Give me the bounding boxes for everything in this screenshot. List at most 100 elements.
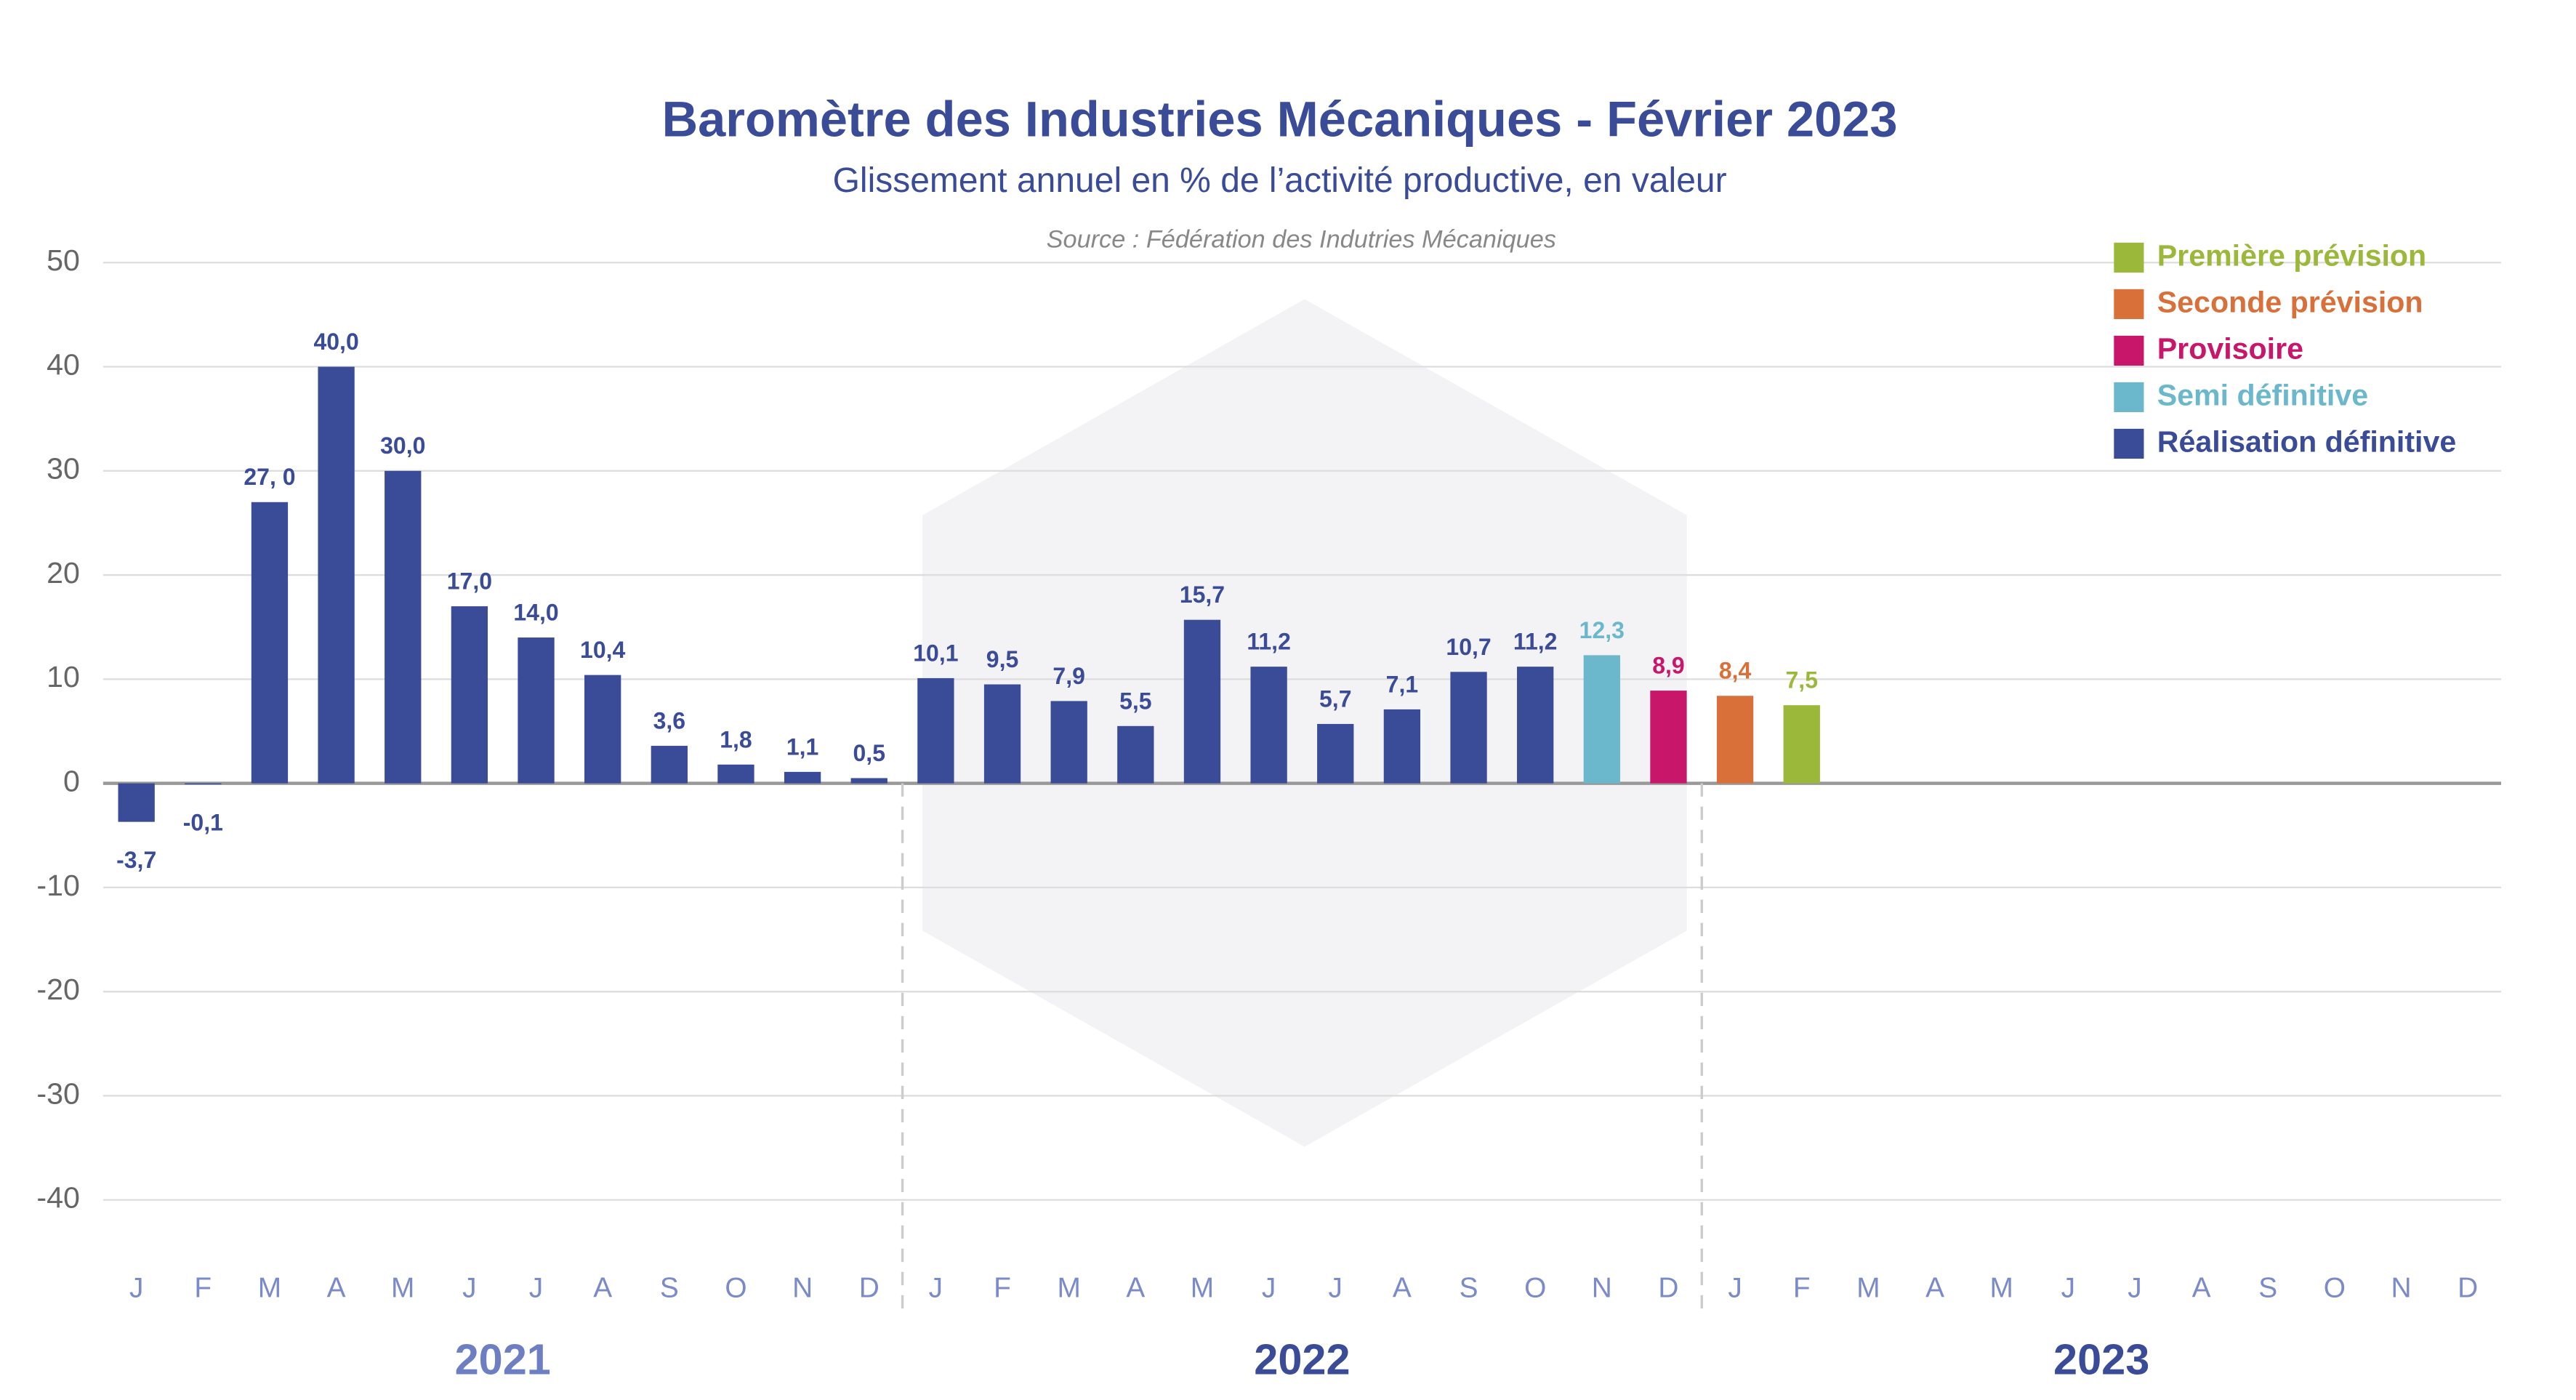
x-tick-label: J: [1262, 1272, 1276, 1303]
y-tick-label: 20: [47, 556, 80, 590]
x-tick-label: F: [994, 1272, 1011, 1303]
data-label: 1,8: [720, 726, 752, 752]
x-tick-label: S: [2258, 1272, 2277, 1303]
x-tick-label: N: [792, 1272, 813, 1303]
bar: [850, 778, 887, 784]
bar: [1716, 696, 1754, 784]
bar: [451, 606, 488, 784]
y-tick-label: -20: [36, 973, 79, 1006]
x-tick-label: M: [1057, 1272, 1080, 1303]
data-label: 11,2: [1513, 629, 1558, 655]
y-tick-label: -30: [36, 1077, 79, 1110]
bar: [717, 764, 754, 784]
x-tick-label: S: [1460, 1272, 1478, 1303]
x-tick-label: J: [529, 1272, 543, 1303]
x-tick-label: N: [1592, 1272, 1612, 1303]
x-tick-label: D: [1658, 1272, 1678, 1303]
x-tick-label: A: [1126, 1272, 1145, 1303]
y-tick-label: 0: [63, 764, 80, 797]
bar: [584, 675, 621, 784]
x-tick-label: O: [2324, 1272, 2346, 1303]
year-label: 2021: [455, 1335, 551, 1383]
data-label: 5,5: [1119, 688, 1151, 714]
legend-swatch: [2114, 289, 2144, 319]
x-tick-label: J: [929, 1272, 943, 1303]
x-tick-label: J: [1329, 1272, 1343, 1303]
data-label: 7,1: [1386, 671, 1418, 697]
bar: [385, 470, 422, 784]
bar: [1183, 619, 1221, 784]
legend-swatch: [2114, 382, 2144, 413]
x-tick-label: M: [1990, 1272, 2013, 1303]
legend-swatch: [2114, 242, 2144, 273]
bar: [784, 771, 821, 784]
bar: [1583, 655, 1620, 784]
data-label: 0,5: [853, 740, 885, 766]
year-label: 2023: [2053, 1335, 2149, 1383]
data-label: 11,2: [1247, 629, 1291, 655]
x-tick-label: M: [391, 1272, 414, 1303]
bar: [651, 746, 688, 784]
data-label: 14,0: [513, 599, 558, 625]
bar: [917, 677, 954, 784]
bar: [518, 637, 555, 784]
legend-label: Première prévision: [2157, 238, 2426, 272]
data-label: 1,1: [786, 733, 818, 760]
legend-label: Provisoire: [2157, 331, 2303, 365]
x-tick-label: A: [1925, 1272, 1944, 1303]
data-label: 30,0: [380, 433, 425, 459]
year-label: 2022: [1254, 1335, 1350, 1383]
chart-title: Baromètre des Industries Mécaniques - Fé…: [662, 91, 1898, 147]
data-label: 8,9: [1652, 653, 1684, 679]
x-tick-label: F: [1793, 1272, 1811, 1303]
source: Source : Fédération des Indutries Mécani…: [1047, 226, 1556, 254]
legend-label: Seconde prévision: [2157, 285, 2423, 318]
legend-swatch: [2114, 335, 2144, 366]
data-label: 15,7: [1180, 582, 1225, 608]
x-tick-label: A: [593, 1272, 612, 1303]
legend-label: Semi définitive: [2157, 378, 2368, 411]
x-tick-label: M: [1856, 1272, 1880, 1303]
data-label: 12,3: [1579, 617, 1625, 643]
bar: [318, 366, 355, 784]
data-label: -3,7: [116, 847, 156, 873]
bar: [1450, 672, 1487, 784]
legend-label: Réalisation définitive: [2157, 425, 2457, 458]
bar: [1783, 705, 1820, 784]
bar: [983, 684, 1021, 784]
bar: [1317, 723, 1354, 784]
data-label: 3,6: [653, 707, 685, 733]
data-label: 10,1: [913, 640, 958, 666]
x-tick-label: S: [660, 1272, 679, 1303]
x-tick-label: N: [2391, 1272, 2412, 1303]
bar: [1650, 691, 1687, 784]
y-tick-label: 40: [47, 347, 80, 381]
data-label: 7,5: [1786, 667, 1818, 693]
data-label: 8,4: [1719, 658, 1752, 684]
y-tick-label: -40: [36, 1181, 79, 1215]
y-tick-label: -10: [36, 869, 79, 902]
x-tick-label: O: [1524, 1272, 1546, 1303]
bar: [118, 783, 155, 822]
data-label: 5,7: [1319, 685, 1351, 712]
x-tick-label: J: [129, 1272, 143, 1303]
y-tick-label: 10: [47, 660, 80, 693]
bar: [1517, 667, 1554, 784]
y-tick-label: 50: [47, 244, 80, 277]
data-label: 7,9: [1052, 663, 1084, 689]
bar: [1050, 701, 1087, 784]
x-tick-label: J: [2061, 1272, 2075, 1303]
x-tick-label: J: [1728, 1272, 1742, 1303]
bar: [251, 502, 289, 784]
legend-swatch: [2114, 428, 2144, 459]
bar: [1383, 709, 1421, 784]
x-tick-label: A: [327, 1272, 346, 1303]
data-label: 40,0: [313, 329, 358, 355]
y-tick-label: 30: [47, 452, 80, 486]
bar: [1117, 725, 1154, 784]
watermark: [922, 299, 1687, 1147]
data-label: 9,5: [986, 646, 1018, 672]
x-tick-label: M: [1191, 1272, 1214, 1303]
x-tick-label: O: [725, 1272, 746, 1303]
